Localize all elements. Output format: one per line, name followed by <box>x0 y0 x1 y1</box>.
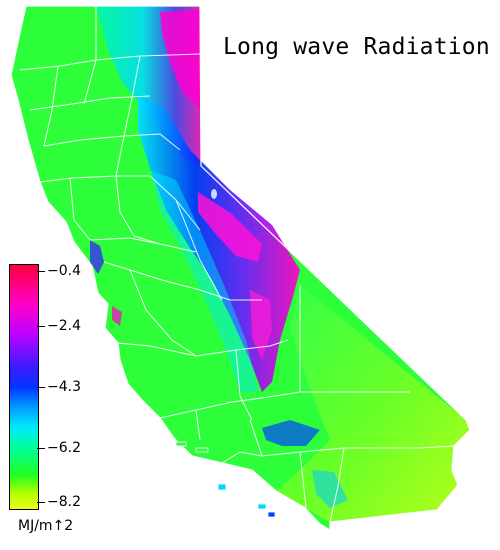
legend-tick <box>37 502 45 503</box>
legend-label-high: −2.4 <box>47 318 81 334</box>
lake-marker <box>211 189 217 199</box>
legend-tick <box>37 387 45 388</box>
legend-unit: MJ/m↑2 <box>18 518 74 534</box>
legend-label-low: −6.2 <box>47 440 81 456</box>
transverse-ranges-zone <box>262 420 320 446</box>
legend-tick <box>37 271 45 272</box>
legend-label-max: −0.4 <box>47 263 81 279</box>
west-slope-zone <box>150 170 258 392</box>
high-radiation-sierra <box>198 192 262 262</box>
color-legend: −0.4 −2.4 −4.3 −6.2 −8.2 MJ/m↑2 <box>0 0 100 550</box>
coast-spot <box>112 306 122 326</box>
desert-zone <box>276 285 470 522</box>
legend-label-min: −8.2 <box>47 494 81 510</box>
high-radiation-south-sierra <box>250 290 272 360</box>
high-radiation-north <box>160 10 200 108</box>
county-boundaries <box>19 6 455 523</box>
map-title: Long wave Radiation <box>223 34 490 60</box>
channel-islands <box>175 441 276 518</box>
legend-label-mid: −4.3 <box>47 379 81 395</box>
legend-tick <box>37 448 45 449</box>
legend-tick <box>37 326 45 327</box>
bay-area-zone <box>90 240 104 274</box>
peninsular-ranges-zone <box>312 470 348 508</box>
legend-colorbar <box>9 264 39 510</box>
state-boundary <box>10 5 471 532</box>
